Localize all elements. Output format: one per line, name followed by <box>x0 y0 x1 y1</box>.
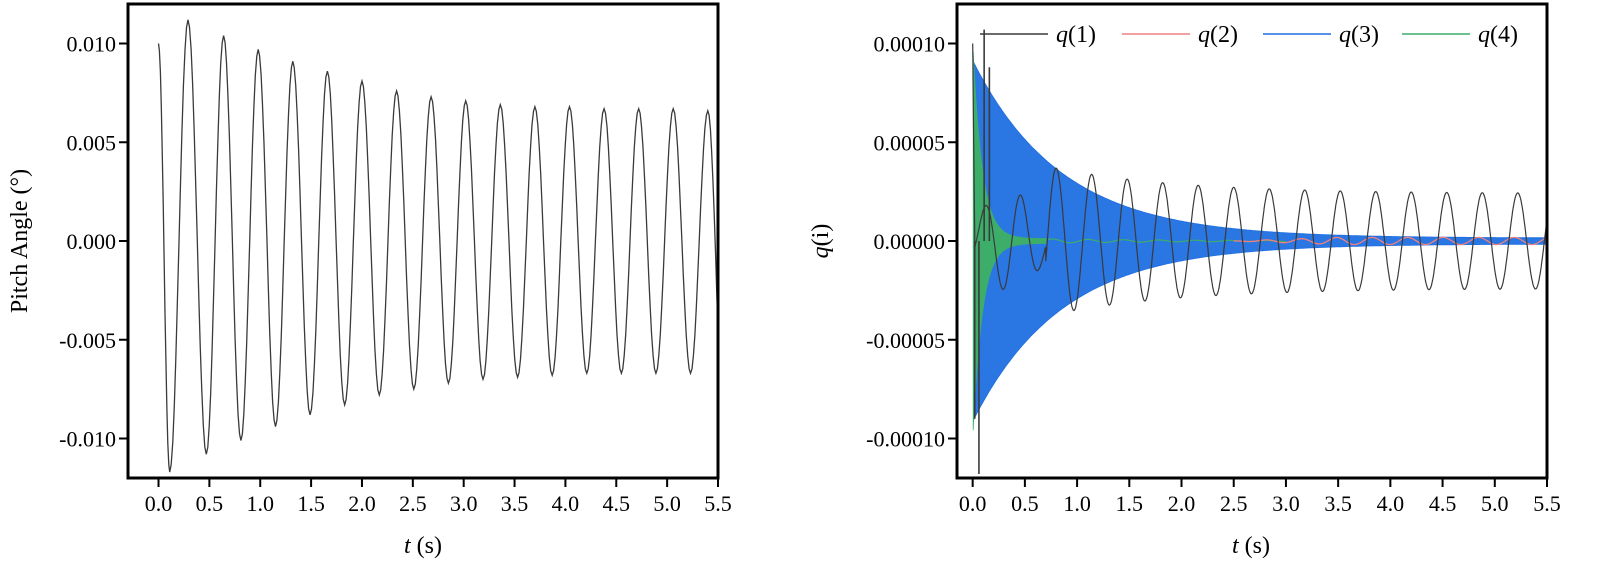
q1-series <box>972 43 1547 312</box>
legend-label: q(2) <box>1198 22 1238 48</box>
right-y-tick-label: -0.00005 <box>866 328 945 353</box>
left-y-tick-label: -0.005 <box>59 328 116 353</box>
right-x-tick-label: 2.0 <box>1168 491 1196 516</box>
legend-item-q4: q(4) <box>1402 22 1518 48</box>
right-x-tick-label: 4.5 <box>1429 491 1457 516</box>
left-x-tick-label: 3.5 <box>501 491 529 516</box>
right-x-tick-label: 2.5 <box>1220 491 1248 516</box>
legend-label: q(3) <box>1339 22 1379 48</box>
right-x-tick-label: 5.0 <box>1481 491 1509 516</box>
pitch-angle-line <box>157 19 719 473</box>
left-x-tick-label: 1.5 <box>297 491 325 516</box>
right-x-tick-label: 0.5 <box>1011 491 1039 516</box>
right-y-tick-label: 0.00010 <box>874 32 946 57</box>
right-y-tick-label: 0.00005 <box>874 130 946 155</box>
left-x-tick-label: 4.5 <box>603 491 631 516</box>
left-x-tick-label: 0.5 <box>196 491 224 516</box>
left-y-axis-title: Pitch Angle (°) <box>7 169 33 313</box>
left-x-tick-label: 1.0 <box>246 491 274 516</box>
left-x-tick-label: 4.0 <box>552 491 580 516</box>
left-y-tick-label: 0.000 <box>67 229 117 254</box>
legend: q(1) q(2) q(3) q(4) <box>980 22 1518 48</box>
legend-item-q3: q(3) <box>1263 22 1379 48</box>
left-x-tick-label: 5.0 <box>653 491 681 516</box>
left-x-tick-label: 2.5 <box>399 491 427 516</box>
left-x-tick-label: 2.0 <box>348 491 376 516</box>
left-y-tick-label: 0.010 <box>67 32 117 57</box>
q4-series <box>972 51 1047 431</box>
right-y-tick-label: -0.00010 <box>866 427 945 452</box>
modal-coordinates-chart: 0.0 0.5 1.0 1.5 2.0 2.5 3.0 3.5 4.0 4.5 5.0 5.5 -0.… <box>808 2 1561 559</box>
right-x-tick-label: 3.5 <box>1324 491 1352 516</box>
legend-item-q1: q(1) <box>980 22 1096 48</box>
right-x-tick-label: 3.0 <box>1272 491 1300 516</box>
left-x-tick-label: 0.0 <box>145 491 173 516</box>
right-x-tick-label: 5.5 <box>1533 491 1561 516</box>
pitch-angle-chart: 0.0 0.5 1.0 1.5 2.0 2.5 3.0 3.5 4.0 4.5 5.0 5.5 -0.… <box>7 2 732 559</box>
right-x-axis-title: t (s) <box>1232 533 1270 559</box>
legend-label: q(4) <box>1478 22 1518 48</box>
left-y-tick-label: 0.005 <box>67 130 117 155</box>
left-y-tick-label: -0.010 <box>59 427 116 452</box>
legend-label: q(1) <box>1056 22 1096 48</box>
left-x-tick-label: 3.0 <box>450 491 478 516</box>
right-y-tick-label: 0.00000 <box>874 229 946 254</box>
legend-item-q2: q(2) <box>1122 22 1238 48</box>
left-x-axis-title: t (s) <box>404 533 442 559</box>
right-y-axis-title: q(i) <box>808 224 834 259</box>
right-x-tick-label: 4.0 <box>1377 491 1405 516</box>
right-x-tick-label: 1.5 <box>1116 491 1144 516</box>
right-x-tick-label: 0.0 <box>959 491 987 516</box>
left-x-tick-label: 5.5 <box>704 491 732 516</box>
q2-series <box>1233 236 1547 246</box>
right-x-tick-label: 1.0 <box>1063 491 1091 516</box>
